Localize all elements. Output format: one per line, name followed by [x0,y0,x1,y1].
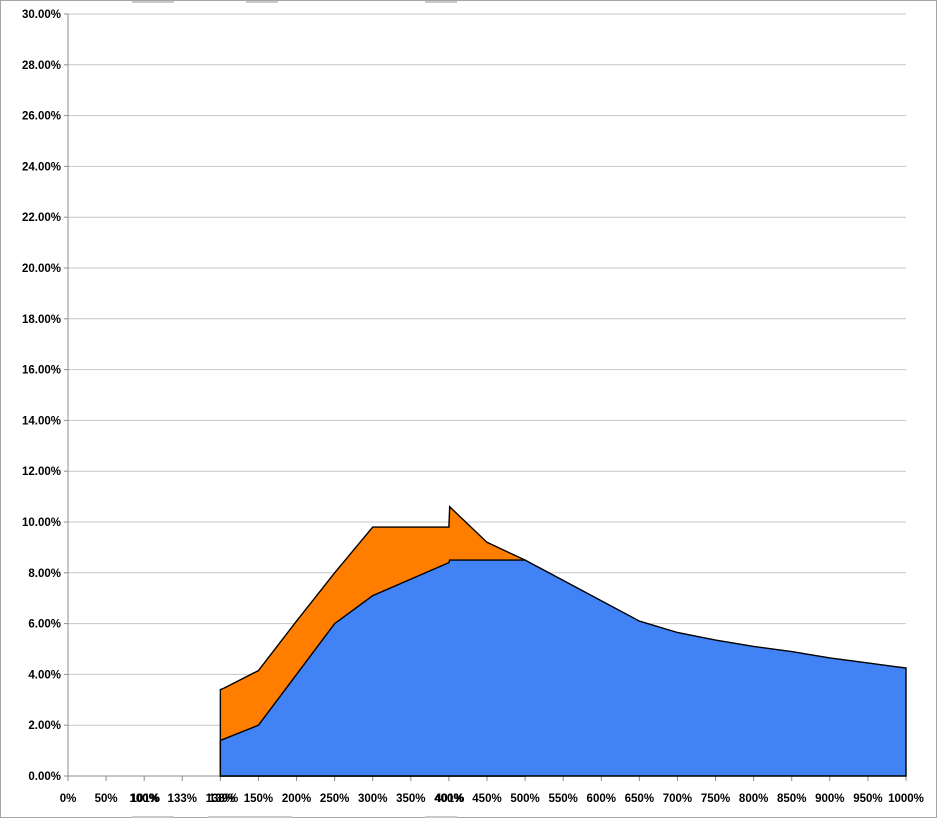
worksheet-edge-artifact [132,1,174,3]
blue-area [219,559,907,777]
x-axis-label-overlap: 139% [209,793,238,805]
worksheet-edge-artifact [246,1,278,3]
x-axis-label: 550% [548,793,577,805]
y-axis-label: 0.00% [28,771,61,783]
y-axis-label: 8.00% [28,568,61,580]
x-axis-label-overlap: 101% [131,793,160,805]
x-axis-label: 250% [320,793,349,805]
y-axis-label: 4.00% [28,669,61,681]
y-axis-label: 24.00% [22,161,61,173]
x-axis-label: 300% [358,793,387,805]
x-axis-label-overlap: 401% [435,793,464,805]
x-axis-label: 950% [853,793,882,805]
y-axis-label: 26.00% [22,111,61,123]
x-axis-label: 150% [244,793,273,805]
x-axis-label: 850% [777,793,806,805]
y-axis-label: 20.00% [22,263,61,275]
x-axis-label: 133% [168,793,197,805]
x-axis-label: 350% [396,793,425,805]
y-axis-label: 16.00% [22,365,61,377]
y-axis-label: 12.00% [22,466,61,478]
y-axis-label: 28.00% [22,60,61,72]
x-axis-label: 200% [282,793,311,805]
x-axis-label: 500% [510,793,539,805]
worksheet-edge-artifact [208,816,292,818]
x-axis-label: 750% [701,793,730,805]
x-axis-label: 450% [472,793,501,805]
x-axis-label: 50% [95,793,118,805]
y-axis-label: 30.00% [22,9,61,21]
y-axis-label: 2.00% [28,720,61,732]
x-axis-label: 700% [663,793,692,805]
y-axis-label: 18.00% [22,314,61,326]
worksheet-edge-artifact [425,816,457,818]
x-axis-label: 650% [625,793,654,805]
x-axis-label: 600% [587,793,616,805]
y-axis-label: 10.00% [22,517,61,529]
x-axis-label: 400% [434,793,463,805]
x-axis-label: 0% [60,793,77,805]
y-axis-label: 14.00% [22,415,61,427]
y-axis-label: 6.00% [28,619,61,631]
x-axis-label: 138% [206,793,235,805]
y-axis-label: 22.00% [22,212,61,224]
worksheet-edge-artifact [425,1,457,3]
x-axis-label: 1000% [888,793,924,805]
worksheet-edge-artifact [132,816,174,818]
x-axis-label: 900% [815,793,844,805]
x-axis-label: 800% [739,793,768,805]
x-axis-label: 100% [129,793,158,805]
